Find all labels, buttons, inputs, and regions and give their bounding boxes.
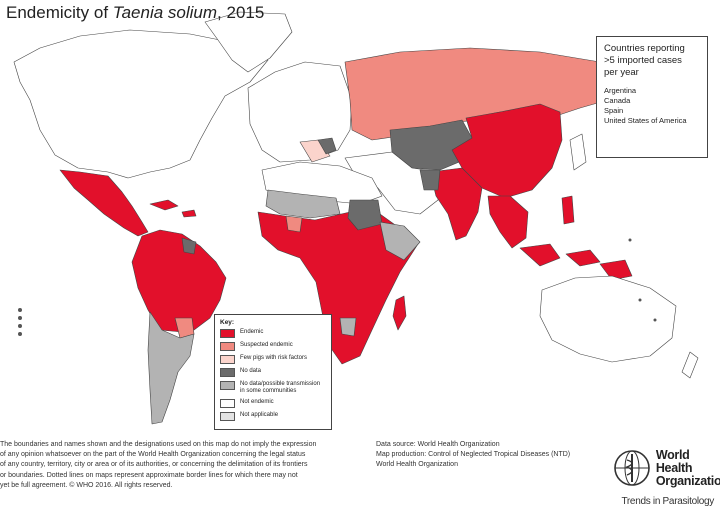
country-name: Argentina xyxy=(604,86,637,95)
map-title: Endemicity of Taenia solium, 2015 xyxy=(6,3,264,23)
india xyxy=(429,167,483,241)
legend: Key: Endemic Suspected endemic Few pigs wit… xyxy=(214,314,332,430)
southeast-asia xyxy=(487,195,529,249)
eastern-europe xyxy=(299,139,331,163)
legend-label: No data xyxy=(240,368,262,374)
southern-africa-grey xyxy=(339,317,357,337)
australia xyxy=(539,275,677,363)
legend-label: Not applicable xyxy=(240,412,279,418)
inset-heading-line: per year xyxy=(604,67,639,78)
country-name: Canada xyxy=(604,96,631,105)
new-zealand xyxy=(681,351,699,379)
legend-item: Not endemic xyxy=(220,399,326,408)
indonesia xyxy=(519,243,633,281)
legend-swatch xyxy=(220,381,235,390)
disclaimer-line: yet be full agreement. © WHO 2016. All r… xyxy=(0,481,173,489)
who-emblem xyxy=(614,450,650,486)
horn-of-africa xyxy=(379,221,421,261)
japan-korea xyxy=(569,133,587,171)
legend-label: Few pigs with risk factors xyxy=(240,355,308,361)
credit-line: Data source: World Health Organization xyxy=(376,441,500,448)
legend-swatch xyxy=(220,399,235,408)
north-america xyxy=(13,29,269,179)
country-name: United States of America xyxy=(604,116,687,125)
legend-swatch xyxy=(220,412,235,421)
inset-heading-line: Countries reporting xyxy=(604,43,685,54)
disclaimer: The boundaries and names shown and the d… xyxy=(0,440,370,491)
credit-line: World Health Organization xyxy=(376,461,458,469)
pacific-islands xyxy=(18,238,657,336)
title-suffix: , 2015 xyxy=(217,3,265,22)
madagascar xyxy=(392,295,407,331)
inset-heading: Countries reporting >5 imported cases per … xyxy=(604,43,700,79)
journal-name: Trends in Parasitology xyxy=(621,496,714,507)
legend-swatch xyxy=(220,368,235,377)
sudan xyxy=(347,199,383,231)
legend-item: Endemic xyxy=(220,329,326,338)
west-africa-suspected xyxy=(285,215,303,233)
disclaimer-line: or boundaries. Dotted lines on maps repr… xyxy=(0,471,298,479)
greenland xyxy=(204,11,293,73)
legend-swatch xyxy=(220,355,235,364)
country-name: Spain xyxy=(604,106,624,115)
legend-item: No data/possible transmission in some co… xyxy=(220,381,326,395)
legend-swatch xyxy=(220,329,235,338)
imported-cases-box: Countries reporting >5 imported cases per … xyxy=(596,36,708,158)
europe xyxy=(247,61,353,163)
afghanistan xyxy=(419,169,441,191)
disclaimer-line: of any opinion whatsoever on the part of… xyxy=(0,451,306,459)
title-species: Taenia solium xyxy=(112,3,218,22)
wordmark-line: Organization xyxy=(655,473,720,488)
mexico xyxy=(59,169,149,237)
southern-cone xyxy=(147,311,195,425)
credits: Data source: World Health Organization Ma… xyxy=(376,440,570,471)
balkans-dark xyxy=(317,137,337,155)
legend-label: No data/possible transmission in some co… xyxy=(240,381,321,394)
guianas xyxy=(181,237,197,255)
legend-item: Few pigs with risk factors xyxy=(220,355,326,364)
legend-label: Endemic xyxy=(240,329,264,335)
legend-item: Suspected endemic xyxy=(220,342,326,351)
china xyxy=(451,103,563,199)
inset-heading-line: >5 imported cases xyxy=(604,55,682,66)
disclaimer-line: The boundaries and names shown and the d… xyxy=(0,441,317,448)
south-america xyxy=(131,229,227,333)
legend-label: Not endemic xyxy=(240,399,274,405)
wordmark-line: World Health xyxy=(655,447,693,475)
philippines xyxy=(561,195,575,225)
credit-line: Map production: Control of Neglected Tro… xyxy=(376,451,571,459)
legend-item: Not applicable xyxy=(220,412,326,421)
legend-item: No data xyxy=(220,368,326,377)
caribbean xyxy=(149,199,197,218)
disclaimer-line: of any country, territory, city or area … xyxy=(0,461,308,469)
title-prefix: Endemicity of xyxy=(6,3,113,22)
sahel xyxy=(265,189,341,219)
legend-swatch xyxy=(220,342,235,351)
country-list: Argentina Canada Spain United States of Ame… xyxy=(604,86,700,126)
legend-title: Key: xyxy=(220,319,235,326)
legend-label: Suspected endemic xyxy=(240,342,293,348)
